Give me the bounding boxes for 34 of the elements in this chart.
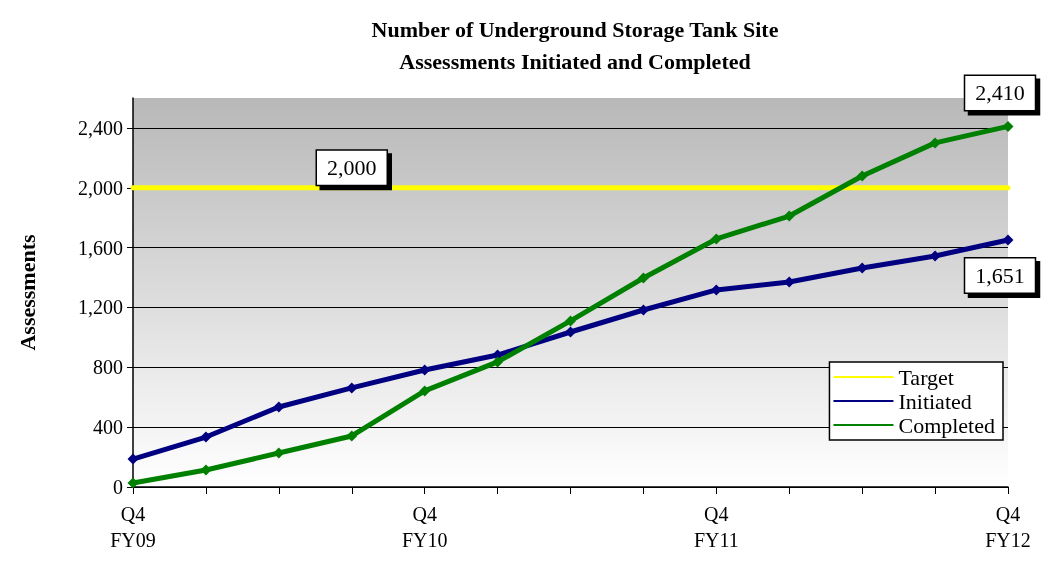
legend-label: Completed <box>898 412 996 438</box>
point <box>273 447 285 459</box>
point <box>856 170 868 182</box>
y-tick-label: 400 <box>93 416 123 439</box>
x-tick-label: Q4 FY10 <box>401 503 448 551</box>
point <box>710 233 722 245</box>
data-label: 2,410 <box>975 80 1025 106</box>
data-label: 1,651 <box>975 262 1025 288</box>
point <box>565 326 576 338</box>
point <box>200 431 212 443</box>
point <box>637 272 649 284</box>
x-tick-label: Q4 FY11 <box>693 503 739 551</box>
chart-title: Number of Underground Storage Tank Site Assessments Initiated and Completed <box>371 16 779 74</box>
point <box>565 315 576 327</box>
x-tick-label: Q4 FY09 <box>110 503 156 551</box>
x-tick-label: Q4 FY12 <box>985 503 1031 551</box>
y-tick-label: 0 <box>113 476 123 498</box>
point <box>783 210 795 222</box>
y-tick-label: 1,200 <box>78 296 123 319</box>
point <box>929 137 941 149</box>
point <box>273 401 285 413</box>
y-axis-title: Assessments <box>14 234 40 351</box>
y-tick-label: 800 <box>93 356 123 379</box>
legend-label: Target <box>898 364 954 390</box>
y-tick-label: 2,400 <box>78 116 123 139</box>
point <box>419 385 431 397</box>
point <box>346 430 358 442</box>
point <box>127 453 139 465</box>
point <box>200 464 212 476</box>
y-tick-label: 1,600 <box>78 236 123 259</box>
point <box>492 356 504 368</box>
y-tick-label: 2,000 <box>78 176 123 199</box>
point <box>1002 234 1014 246</box>
data-label: 2,000 <box>327 155 377 181</box>
